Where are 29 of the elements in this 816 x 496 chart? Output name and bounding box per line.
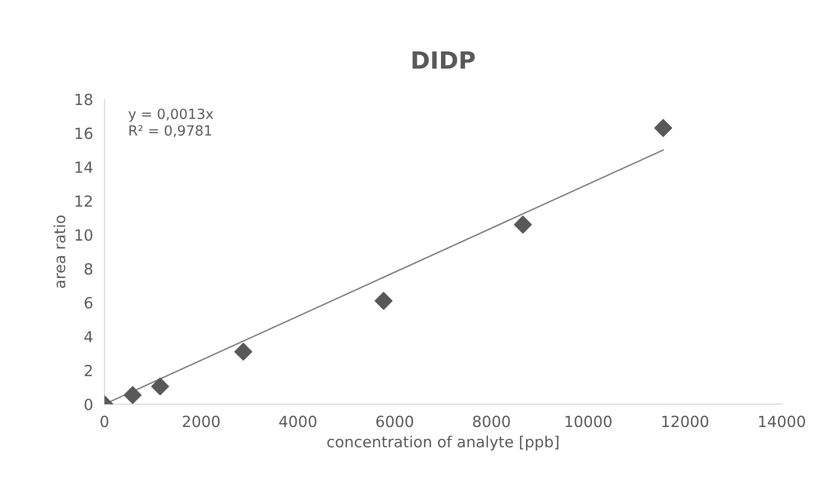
y-tick-label: 14 bbox=[76, 162, 92, 173]
x-tick-label: 14000 bbox=[759, 416, 806, 428]
point bbox=[374, 292, 392, 310]
chart-title: DIDP bbox=[412, 51, 475, 69]
y-tick-label: 0 bbox=[84, 398, 92, 410]
y-tick-label: 12 bbox=[76, 195, 92, 207]
point bbox=[124, 386, 142, 404]
point bbox=[151, 378, 169, 396]
annotation: R² = 0,9781 bbox=[130, 125, 212, 138]
x-tick-label: 0 bbox=[100, 416, 108, 428]
x-axis-title: concentration of analyte [ppb] bbox=[327, 436, 558, 450]
y-tick-label: 4 bbox=[84, 331, 92, 342]
point bbox=[514, 216, 532, 234]
y-tick-label: 18 bbox=[76, 94, 92, 106]
y-tick-label: 10 bbox=[76, 229, 92, 241]
annotation: y = 0,0013x bbox=[128, 108, 214, 122]
point bbox=[654, 119, 672, 137]
x-tick-label: 6000 bbox=[376, 416, 414, 428]
x-tick-label: 10000 bbox=[566, 416, 612, 428]
x-tick-label: 12000 bbox=[662, 416, 708, 428]
y-tick-label: 16 bbox=[76, 128, 92, 140]
x-tick-label: 2000 bbox=[182, 416, 220, 428]
y-tick-label: 8 bbox=[84, 263, 92, 275]
y-tick-label: 6 bbox=[84, 297, 92, 309]
point bbox=[234, 342, 252, 361]
y-axis-title: area ratio bbox=[54, 215, 66, 288]
x-tick-label: 4000 bbox=[279, 416, 316, 428]
x-tick-label: 8000 bbox=[473, 416, 510, 428]
y-tick-label: 2 bbox=[84, 364, 92, 376]
